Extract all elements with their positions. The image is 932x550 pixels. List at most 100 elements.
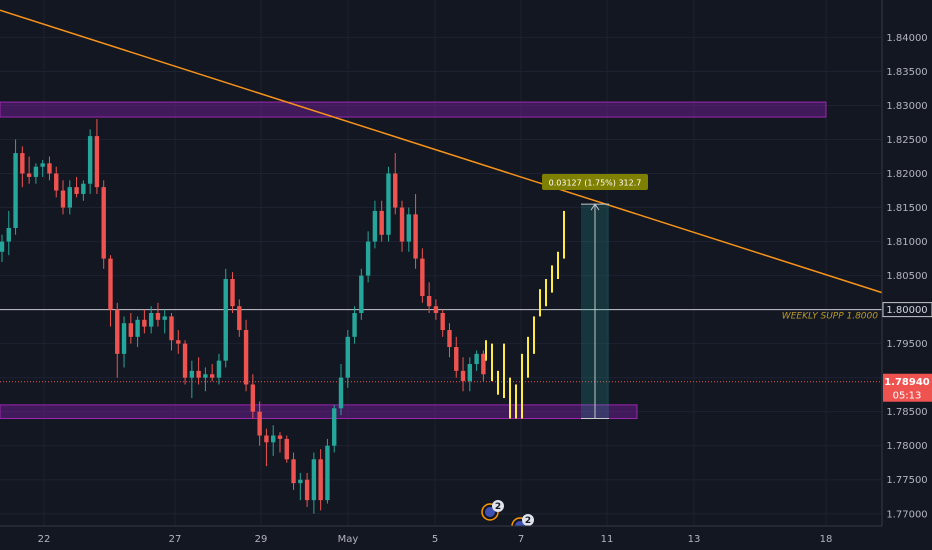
candle-body (216, 360, 222, 378)
candle-body (203, 374, 208, 378)
candle-body (257, 411, 262, 436)
candle-body (148, 313, 154, 327)
candle-body (298, 479, 303, 484)
grid (0, 0, 882, 526)
candle-body (101, 187, 106, 259)
candle-body (304, 479, 310, 501)
candle-body (271, 435, 276, 443)
candle-body (277, 435, 283, 439)
candle-body (264, 435, 269, 443)
candle-body (128, 323, 134, 337)
candle-body (454, 347, 459, 371)
candle-body (74, 187, 79, 194)
candle-body (311, 459, 317, 501)
price-tick-label: 1.81000 (886, 237, 927, 248)
time-axis-panel[interactable] (0, 526, 932, 550)
candle-body (67, 187, 72, 208)
price-tick-label: 1.77500 (886, 475, 927, 486)
price-tick-label: 1.83500 (886, 67, 927, 78)
price-tick-label: 1.83000 (886, 101, 927, 112)
candle-body (420, 258, 425, 297)
event-count-badge (522, 514, 534, 526)
candle-body (372, 210, 378, 242)
horizontal-levels[interactable] (0, 309, 882, 383)
time-tick-label: 29 (255, 534, 268, 545)
event-count-badge (492, 500, 504, 512)
price-tick-label: 1.84000 (886, 33, 927, 44)
supply-demand-zones[interactable] (0, 101, 827, 419)
weekly-support-label: WEEKLY SUPP 1.8000 (782, 312, 878, 322)
candle-body (26, 173, 32, 177)
candle-body (291, 459, 296, 484)
time-tick-label: 11 (601, 534, 614, 545)
candle-body (94, 136, 100, 188)
candle-body (196, 370, 201, 378)
candle-body (284, 438, 289, 460)
candle-body (325, 445, 330, 501)
weekly-support-tag: 1.80000 WEEKLY SUPP 1.8000 (782, 302, 932, 322)
candle-body (332, 408, 337, 446)
candle-body (176, 340, 181, 344)
trend-line[interactable] (0, 9, 883, 294)
time-tick-label: 27 (169, 534, 182, 545)
candle-body (440, 313, 445, 331)
weekly-support-price: 1.80000 (886, 305, 927, 316)
candle-body (447, 330, 452, 348)
time-tick-label: 13 (688, 534, 701, 545)
candle-body (345, 336, 350, 378)
candle-body (121, 323, 127, 354)
price-tick-label: 1.79500 (886, 339, 927, 350)
price-axis-panel[interactable] (882, 0, 932, 550)
price-axis-labels: 1.84000 1.83500 1.83000 1.82500 1.82000 1.815… (886, 33, 927, 520)
last-price-value: 1.78940 (884, 377, 930, 388)
candle-body (189, 370, 195, 378)
time-axis-labels: 22 27 29 May 5 7 11 13 18 (38, 534, 833, 545)
zone-rectangle[interactable] (0, 404, 638, 419)
candle-body (352, 313, 357, 337)
trend-line-group[interactable] (0, 9, 883, 294)
time-tick-label: May (338, 534, 359, 545)
measure-label-box (542, 174, 648, 190)
price-tick-label: 1.78500 (886, 407, 927, 418)
time-tick-label: 7 (518, 534, 524, 545)
candle-body (87, 136, 93, 184)
zone-rectangle[interactable] (0, 101, 827, 118)
candle-body (481, 353, 486, 375)
candle-body (33, 166, 39, 177)
candle-body (433, 306, 439, 314)
measure-tool[interactable]: 0.03127 (1.75%) 312.7 (542, 174, 648, 419)
candle-body (237, 306, 242, 331)
candle-body (243, 330, 249, 385)
candle-body (359, 275, 364, 314)
candle-body (250, 384, 256, 412)
event-count: 2 (495, 502, 501, 512)
price-tick-label: 1.82000 (886, 169, 927, 180)
candle-body (142, 319, 147, 327)
candle-body (393, 173, 398, 208)
candle-body (474, 353, 479, 365)
flag-icon (485, 507, 495, 517)
price-tick-label: 1.77000 (886, 509, 927, 520)
candle-body (6, 227, 11, 242)
candle-body (426, 296, 432, 307)
candle-body (162, 316, 167, 320)
measure-arrow-head (590, 203, 600, 211)
time-tick-label: 18 (820, 534, 833, 545)
price-tick-label: 1.78000 (886, 441, 927, 452)
event-count: 2 (525, 516, 531, 526)
candles (0, 119, 486, 514)
candle-body (169, 316, 174, 341)
candle-body (379, 210, 384, 235)
candle-body (54, 173, 59, 191)
candle-body (399, 207, 405, 242)
projection-bars (485, 210, 565, 419)
candle-body (467, 364, 473, 382)
candle-body (386, 173, 391, 235)
candle-body (460, 370, 466, 382)
measure-label: 0.03127 (1.75%) 312.7 (549, 179, 642, 188)
candle-body (47, 163, 52, 174)
price-tick-label: 1.82500 (886, 135, 927, 146)
candle-body (0, 241, 5, 252)
